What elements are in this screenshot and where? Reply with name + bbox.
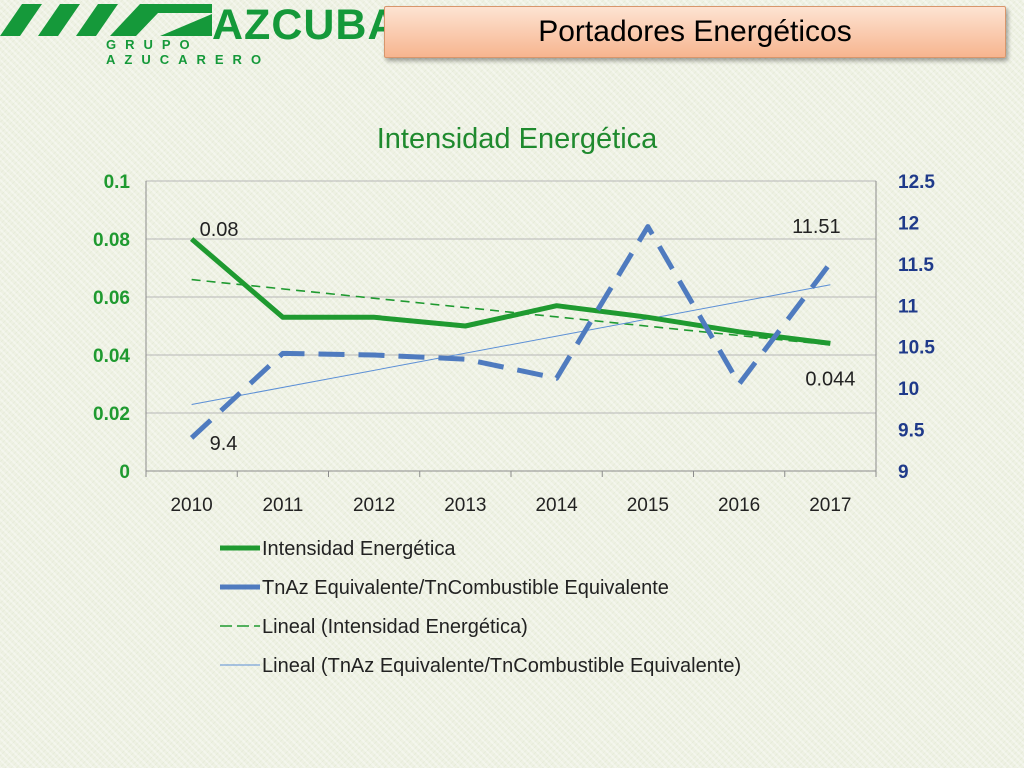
chart-title: Intensidad Energética [377,123,658,155]
logo-subtitle: GRUPO AZUCARERO [106,37,271,67]
x-tick-label: 2014 [535,495,578,516]
y-right-tick-label: 9.5 [898,421,925,442]
data-label: 0.08 [200,219,239,241]
slide-title: Portadores Energéticos [538,15,852,48]
x-tick-label: 2013 [444,495,486,516]
y-left-tick-label: 0.06 [93,288,130,309]
data-label: 11.51 [792,216,841,238]
y-left-tick-label: 0.02 [93,404,130,425]
azcuba-logo: AZCUBA GRUPO AZUCARERO [0,0,399,67]
x-tick-label: 2017 [809,495,851,516]
data-label: 0.044 [805,368,855,390]
legend-label: TnAz Equivalente/TnCombustible Equivalen… [262,577,669,599]
y-left-tick-label: 0.04 [93,346,130,367]
slide-title-box: Portadores Energéticos [384,6,1006,58]
y-right-tick-label: 10 [898,379,919,400]
x-tick-label: 2012 [353,495,395,516]
y-right-tick-label: 12 [898,213,919,234]
y-left-tick-label: 0.08 [93,230,130,251]
series-lines [189,224,833,440]
logo-stripes-mark [0,4,212,36]
x-tick-label: 2011 [262,495,303,516]
series-line-1 [189,224,833,440]
trendline-0 [191,278,831,346]
legend-label: Intensidad Energética [262,538,456,560]
x-tick-label: 2016 [718,495,760,516]
legend: Intensidad Energética TnAz Equivalente/Tn… [220,538,741,677]
x-tick-label: 2015 [627,495,669,516]
legend-label: Lineal (Intensidad Energética) [262,616,528,638]
y-right-tick-label: 9 [898,462,909,483]
gridlines [146,180,876,472]
series-line-0 [189,237,831,346]
legend-label: Lineal (TnAz Equivalente/TnCombustible E… [262,655,741,677]
y-right-tick-label: 11.5 [898,255,934,276]
data-label: 9.4 [210,433,238,455]
logo-name: AZCUBA [212,1,400,49]
trendline-1 [191,284,831,405]
y-right-tick-label: 12.5 [898,172,935,193]
y-left-tick-label: 0.1 [104,172,131,193]
y-left-tick-label: 0 [119,462,130,483]
trendlines [191,278,831,405]
axes: 0 0.02 0.04 0.06 0.08 0.1 9 9.5 10 10.5 11 11.5 12 12… [93,172,935,516]
y-right-tick-label: 11 [898,296,919,317]
x-tick-label: 2010 [170,495,212,516]
y-right-tick-label: 10.5 [898,338,935,359]
data-labels: 0.08 0.044 9.4 11.51 [200,216,856,455]
